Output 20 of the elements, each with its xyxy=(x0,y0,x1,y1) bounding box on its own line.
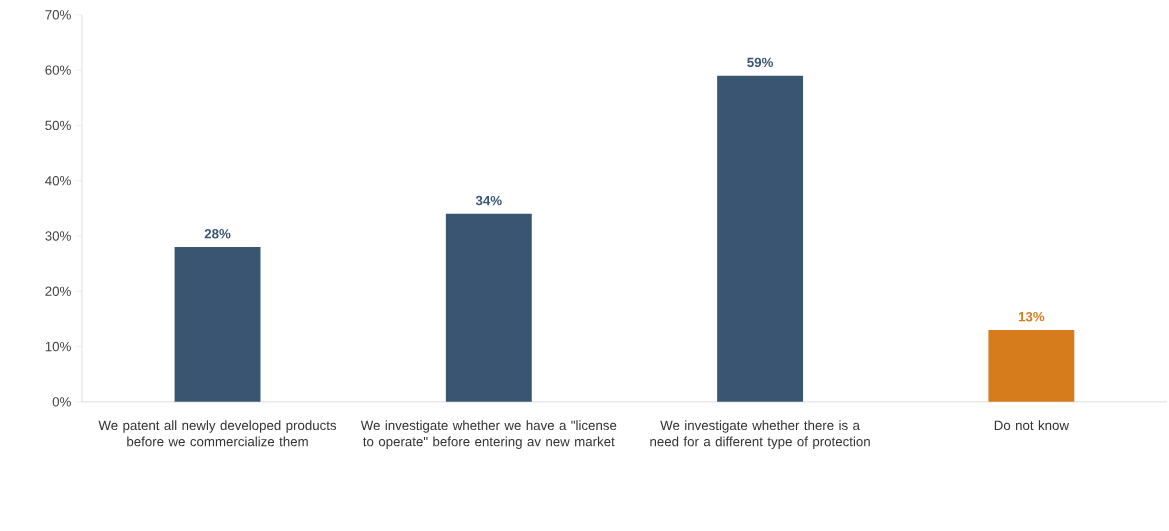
y-tick-label: 50% xyxy=(45,120,71,130)
x-tick-label: Do not know xyxy=(994,420,1070,430)
data-label: 34% xyxy=(475,195,502,206)
bar xyxy=(717,75,804,402)
x-tick-label: We investigate whether there is a need for a different type of protection xyxy=(650,420,870,449)
y-tick-label: 20% xyxy=(45,286,71,296)
x-tick-label: We investigate whether we have a "license to operate" before entering av new market xyxy=(360,420,617,449)
bar xyxy=(988,329,1075,402)
x-tick-label: We patent all newly developed products before we commercialize them xyxy=(98,420,337,447)
y-tick-label: 40% xyxy=(45,175,71,186)
bar xyxy=(174,246,261,402)
y-tick-label: 30% xyxy=(45,231,71,241)
y-tick-label: 0% xyxy=(52,397,71,407)
data-label: 59% xyxy=(747,57,774,67)
data-label: 13% xyxy=(1018,311,1045,322)
bar xyxy=(445,213,532,402)
y-tick-label: 60% xyxy=(45,65,71,75)
y-tick-label: 70% xyxy=(45,10,71,20)
data-label: 28% xyxy=(204,228,231,239)
y-tick-label: 10% xyxy=(45,341,71,352)
